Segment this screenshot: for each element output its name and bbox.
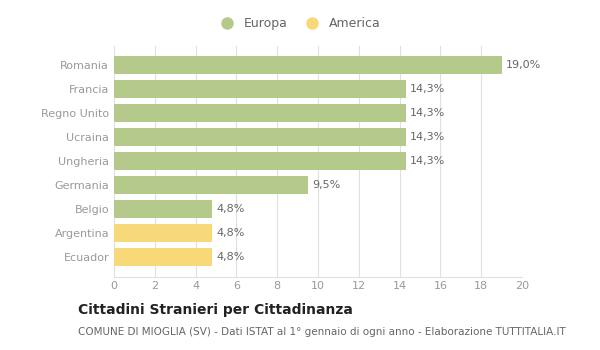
Text: 19,0%: 19,0% (506, 60, 541, 70)
Bar (114, 152, 406, 170)
Bar (114, 80, 406, 98)
Bar (114, 128, 406, 146)
Text: 4,8%: 4,8% (216, 204, 244, 214)
Text: 4,8%: 4,8% (216, 252, 244, 262)
Legend: Europa, America: Europa, America (215, 17, 380, 30)
Text: 14,3%: 14,3% (410, 132, 445, 142)
Text: COMUNE DI MIOGLIA (SV) - Dati ISTAT al 1° gennaio di ogni anno - Elaborazione TU: COMUNE DI MIOGLIA (SV) - Dati ISTAT al 1… (78, 327, 566, 337)
Text: 9,5%: 9,5% (312, 180, 340, 190)
Bar (114, 176, 308, 194)
Text: 14,3%: 14,3% (410, 156, 445, 166)
Bar (114, 248, 212, 266)
Bar (114, 224, 212, 242)
Text: 4,8%: 4,8% (216, 228, 244, 238)
Bar (114, 200, 212, 218)
Bar (114, 56, 502, 74)
Text: Cittadini Stranieri per Cittadinanza: Cittadini Stranieri per Cittadinanza (78, 303, 353, 317)
Text: 14,3%: 14,3% (410, 108, 445, 118)
Bar (114, 104, 406, 122)
Text: 14,3%: 14,3% (410, 84, 445, 94)
